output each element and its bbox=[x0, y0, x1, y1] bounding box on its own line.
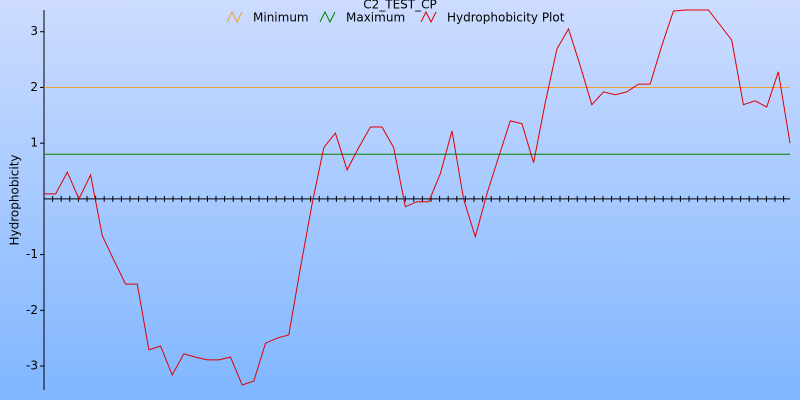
legend-label: Hydrophobicity Plot bbox=[447, 11, 565, 25]
y-tick-label: -1 bbox=[26, 247, 38, 261]
y-tick-label: 3 bbox=[30, 24, 38, 38]
y-tick-label: -3 bbox=[26, 359, 38, 373]
y-tick-label: 2 bbox=[30, 80, 38, 94]
legend-label: Minimum bbox=[253, 11, 309, 25]
chart-title: C2_TEST_CP bbox=[363, 0, 437, 12]
legend-label: Maximum bbox=[346, 11, 405, 25]
legend-icon bbox=[420, 10, 437, 24]
y-tick-label: -2 bbox=[26, 303, 38, 317]
y-tick-label: 1 bbox=[30, 136, 38, 150]
y-axis-label: Hydrophobicity bbox=[8, 154, 22, 245]
data-line bbox=[44, 9, 791, 386]
legend-icon bbox=[319, 10, 336, 24]
legend-icon bbox=[226, 10, 243, 24]
